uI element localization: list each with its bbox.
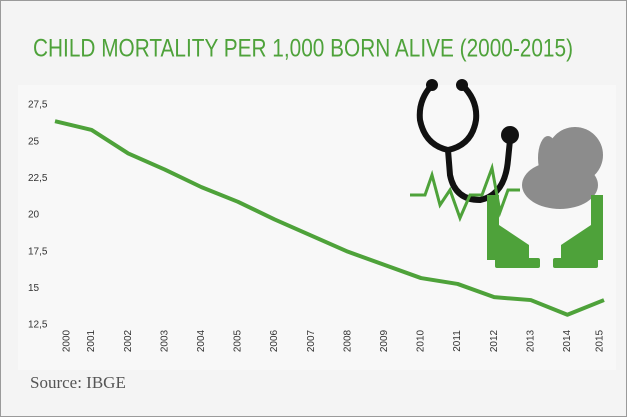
baby — [522, 127, 603, 209]
x-tick-label: 2014 — [562, 329, 573, 352]
x-tick-label: 2015 — [595, 329, 606, 352]
x-tick-label: 2001 — [86, 329, 97, 352]
hands — [487, 195, 603, 268]
illustration — [416, 79, 519, 204]
y-tick-label: 27,5 — [28, 100, 48, 111]
x-tick-label: 2012 — [489, 329, 500, 352]
y-tick-label: 12,5 — [28, 320, 48, 331]
x-tick-label: 2000 — [62, 329, 73, 352]
x-tick-label: 2009 — [379, 329, 390, 352]
x-tick-label: 2007 — [306, 329, 317, 352]
line — [54, 119, 605, 317]
x-tick-label: 2010 — [416, 329, 427, 352]
source: Source: IBGE — [30, 373, 126, 392]
chart-title: CHILD MORTALITY PER 1,000 BORN ALIVE (20… — [33, 35, 573, 63]
y-tick-label: 22,5 — [28, 173, 48, 184]
y-tick-label: 17,5 — [28, 246, 48, 257]
plot-background — [18, 85, 616, 370]
x-tick-label: 2004 — [196, 329, 207, 352]
x-tick-label: 2006 — [269, 329, 280, 352]
y-tick-label: 15 — [28, 283, 40, 294]
y-tick-label: 25 — [28, 136, 40, 147]
x-tick-label: 2008 — [342, 329, 353, 352]
x-tick-label: 2013 — [525, 329, 536, 352]
x-tick-label: 2005 — [233, 329, 244, 352]
x-tick-label: 2002 — [123, 329, 134, 352]
x-tick-label: 2011 — [452, 330, 463, 352]
heartbeat — [410, 162, 520, 223]
y-tick-label: 20 — [28, 210, 40, 221]
x-tick-label: 2003 — [159, 329, 170, 352]
